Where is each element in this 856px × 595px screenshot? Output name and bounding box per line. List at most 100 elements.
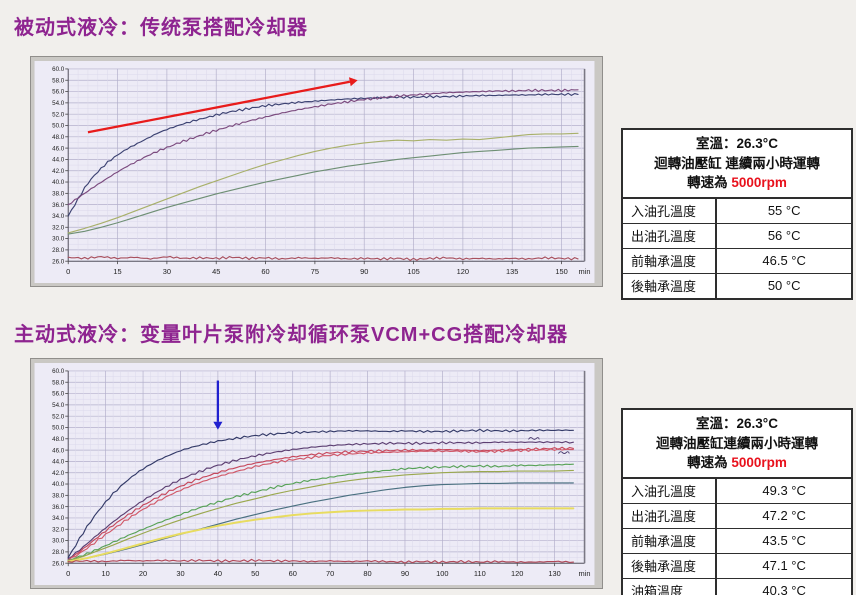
svg-text:60: 60: [289, 569, 297, 578]
table-row: 前軸承溫度 43.5 °C: [622, 527, 852, 554]
svg-text:15: 15: [113, 267, 121, 276]
svg-text:75: 75: [311, 267, 319, 276]
svg-text:34.0: 34.0: [52, 213, 65, 220]
table-row: 出油孔溫度 47.2 °C: [622, 502, 852, 529]
svg-text:30.0: 30.0: [52, 236, 65, 243]
series-purple-out-oil: [67, 88, 579, 206]
svg-text:42.0: 42.0: [52, 470, 65, 477]
temp-label: 出油孔溫度: [622, 222, 718, 249]
series-red-out-oil-a: [67, 446, 574, 561]
test-conditions-header: 室溫：26.3°C 迴轉油壓缸 連續兩小時運轉 轉速為 5000rpm: [622, 129, 852, 199]
svg-text:110: 110: [474, 569, 486, 578]
series-teal-tank: [67, 482, 574, 562]
svg-text:40: 40: [214, 569, 222, 578]
temp-label: 前軸承溫度: [622, 247, 718, 274]
svg-text:130: 130: [548, 569, 560, 578]
svg-text:56.0: 56.0: [52, 391, 65, 398]
series-dark-blue-in-oil: [67, 92, 579, 217]
series-green-front-bearing: [67, 463, 574, 561]
temp-label: 後軸承溫度: [622, 272, 718, 299]
temp-label: 入油孔溫度: [622, 197, 718, 224]
svg-text:48.0: 48.0: [52, 436, 65, 443]
temp-value: 47.1 °C: [716, 552, 852, 579]
svg-text:58.0: 58.0: [52, 77, 65, 84]
svg-text:50.0: 50.0: [52, 425, 65, 432]
svg-text:30.0: 30.0: [52, 538, 65, 545]
hand-mark-2: [558, 451, 570, 454]
svg-text:45: 45: [212, 267, 220, 276]
svg-text:40.0: 40.0: [52, 179, 65, 186]
svg-text:54.0: 54.0: [52, 402, 65, 409]
svg-text:100: 100: [436, 569, 448, 578]
svg-text:32.0: 32.0: [52, 526, 65, 533]
room-temp-text: 室溫：26.3°C: [696, 136, 778, 151]
test-condition-text: 迴轉油壓缸 連續兩小時運轉: [654, 155, 820, 171]
rpm-value: 5000rpm: [731, 175, 787, 191]
temp-value: 49.3 °C: [716, 477, 852, 504]
table-header-row: 室溫：26.3°C 迴轉油壓缸 連續兩小時運轉 轉速為 5000rpm: [622, 129, 852, 199]
svg-text:0: 0: [66, 569, 70, 578]
temp-value: 55 °C: [716, 197, 852, 224]
svg-text:40.0: 40.0: [52, 481, 65, 488]
svg-text:26.0: 26.0: [52, 258, 65, 265]
svg-text:120: 120: [511, 569, 523, 578]
table-row: 後軸承溫度 47.1 °C: [622, 552, 852, 579]
table-row: 油箱溫度 40.3 °C: [622, 577, 852, 595]
test-condition-text: 迴轉油壓缸連續兩小時運轉: [656, 435, 818, 451]
svg-text:52.0: 52.0: [52, 111, 65, 118]
series-red-ambient: [67, 255, 579, 261]
svg-text:58.0: 58.0: [52, 379, 65, 386]
temp-value: 46.5 °C: [716, 247, 852, 274]
active-temp-table: 室溫：26.3°C 迴轉油壓缸連續兩小時運轉 轉速為 5000rpm 入油孔溫度…: [621, 408, 853, 595]
svg-text:44.0: 44.0: [52, 459, 65, 466]
svg-text:30: 30: [163, 267, 171, 276]
room-temp-text: 室溫：26.3°C: [696, 416, 778, 431]
series-sea-green-front-bearing: [67, 145, 579, 235]
svg-text:90: 90: [360, 267, 368, 276]
svg-text:min: min: [579, 267, 591, 276]
svg-text:52.0: 52.0: [52, 413, 65, 420]
series-olive-rear-bearing: [67, 132, 579, 234]
svg-text:46.0: 46.0: [52, 447, 65, 454]
svg-text:30: 30: [176, 569, 184, 578]
series-dark-blue-in-oil: [67, 428, 574, 559]
temp-value: 50 °C: [716, 272, 852, 299]
table-header-row: 室溫：26.3°C 迴轉油壓缸連續兩小時運轉 轉速為 5000rpm: [622, 409, 852, 479]
svg-text:60.0: 60.0: [52, 368, 65, 375]
svg-text:28.0: 28.0: [52, 549, 65, 556]
chart-canvas: 26.0 28.0 30.0 32.0 34.0 36.0 38.0 40.0 42.0 44.0…: [34, 61, 595, 283]
svg-text:20: 20: [139, 569, 147, 578]
svg-text:38.0: 38.0: [52, 191, 65, 198]
test-conditions-header: 室溫：26.3°C 迴轉油壓缸連續兩小時運轉 轉速為 5000rpm: [622, 409, 852, 479]
svg-text:46.0: 46.0: [52, 145, 65, 152]
hand-mark-1: [528, 437, 540, 440]
svg-text:min: min: [579, 569, 591, 578]
series-yellow-line: [67, 507, 575, 563]
svg-text:50: 50: [251, 569, 259, 578]
svg-text:0: 0: [66, 267, 70, 276]
temp-label: 出油孔溫度: [622, 502, 718, 529]
svg-text:70: 70: [326, 569, 334, 578]
svg-text:120: 120: [457, 267, 469, 276]
table-row: 出油孔溫度 56 °C: [622, 222, 852, 249]
passive-temp-table: 室溫：26.3°C 迴轉油壓缸 連續兩小時運轉 轉速為 5000rpm 入油孔溫…: [621, 128, 853, 300]
temp-label: 後軸承溫度: [622, 552, 718, 579]
table-row: 入油孔溫度 55 °C: [622, 197, 852, 224]
passive-cooling-chart: 26.0 28.0 30.0 32.0 34.0 36.0 38.0 40.0 42.0 44.0…: [30, 56, 603, 287]
temp-value: 40.3 °C: [716, 577, 852, 595]
temp-label: 入油孔溫度: [622, 477, 718, 504]
svg-text:34.0: 34.0: [52, 515, 65, 522]
svg-text:60: 60: [261, 267, 269, 276]
rising-trend-arrow-head: [348, 77, 358, 87]
svg-text:60.0: 60.0: [52, 66, 65, 73]
table-row: 入油孔溫度 49.3 °C: [622, 477, 852, 504]
svg-text:26.0: 26.0: [52, 560, 65, 567]
svg-text:44.0: 44.0: [52, 157, 65, 164]
stabilize-point-arrow-head: [213, 421, 223, 430]
table-row: 前軸承溫度 46.5 °C: [622, 247, 852, 274]
rising-trend-arrow-shaft: [87, 80, 351, 134]
temp-label: 前軸承溫度: [622, 527, 718, 554]
series-red-ambient: [67, 558, 574, 564]
svg-text:32.0: 32.0: [52, 224, 65, 231]
